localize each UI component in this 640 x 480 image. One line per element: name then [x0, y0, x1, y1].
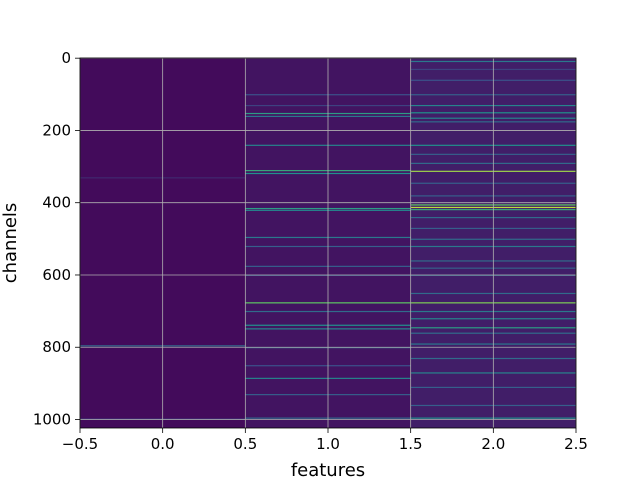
- x-tick-label: 0.5: [233, 435, 257, 453]
- x-tick-label: 2.5: [564, 435, 588, 453]
- x-axis-label: features: [291, 460, 365, 480]
- y-tick-label: 400: [42, 194, 71, 212]
- y-tick-label: 800: [42, 338, 71, 356]
- x-tick-label: 2.0: [481, 435, 505, 453]
- x-tick-label: 1.0: [316, 435, 340, 453]
- y-axis-label: channels: [0, 203, 21, 284]
- y-tick-label: 200: [42, 121, 71, 139]
- y-tick-label: 0: [61, 49, 71, 67]
- x-tick-label: 1.5: [399, 435, 423, 453]
- x-tick-label: −0.5: [62, 435, 98, 453]
- y-tick-label: 600: [42, 266, 71, 284]
- x-tick-label: 0.0: [151, 435, 175, 453]
- y-axis-ticks: 0 200 400 600 800 1000: [33, 49, 80, 429]
- plot-area: [79, 57, 577, 429]
- y-tick-label: 1000: [33, 411, 71, 429]
- x-axis-ticks: −0.5 0.0 0.5 1.0 1.5 2.0 2.5: [62, 428, 588, 453]
